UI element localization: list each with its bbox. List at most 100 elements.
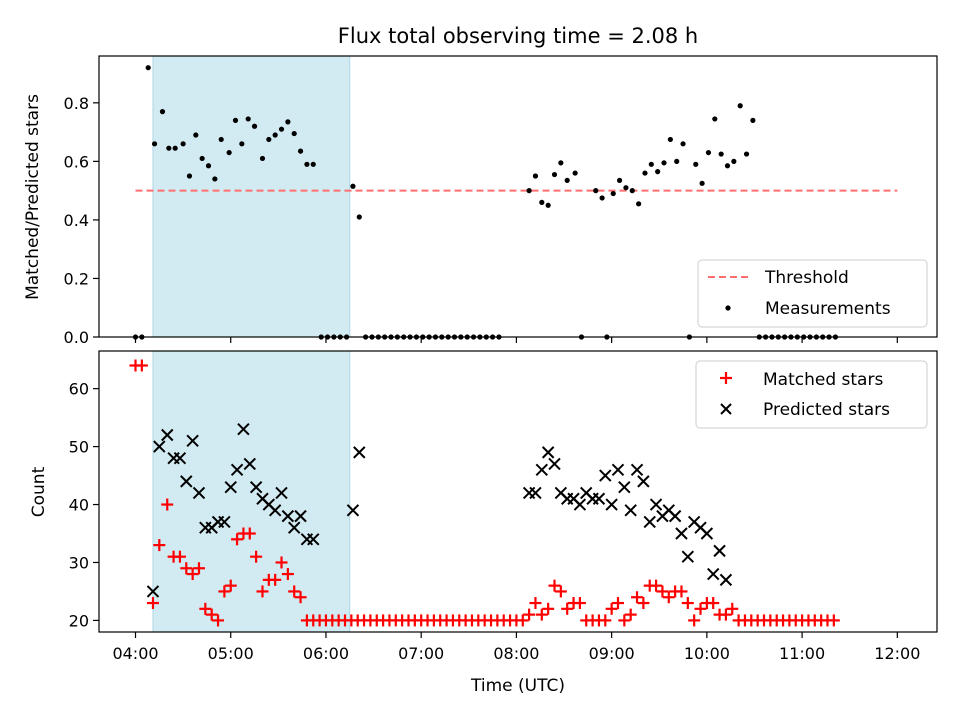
matched-star-marker (256, 585, 269, 598)
predicted-star-marker (153, 440, 166, 453)
measurement-point (610, 190, 616, 197)
predicted-star-marker (573, 498, 587, 511)
matched-star-marker (599, 614, 612, 627)
matched-star-marker (548, 579, 561, 592)
observing-window-shade (152, 55, 351, 338)
threshold-legend-label: Threshold (764, 268, 849, 288)
measurement-point (526, 188, 532, 194)
measurement-point (551, 171, 558, 178)
predicted-star-marker (180, 475, 193, 488)
predicted-star-marker (294, 509, 307, 523)
x-tick-label: 05:00 (208, 644, 254, 663)
matched-star-marker (637, 597, 650, 610)
measurement-point (724, 163, 731, 169)
x-tick-label: 07:00 (398, 644, 444, 663)
measurement-point (239, 141, 245, 147)
predicted-star-marker (146, 585, 160, 598)
measurement-point (205, 163, 212, 169)
matched-star-marker (624, 608, 637, 621)
measurement-point (623, 185, 629, 191)
matched-star-marker (529, 597, 542, 610)
measurement-point (172, 145, 178, 151)
matched-star-marker (618, 614, 631, 627)
matched-legend-label: Matched stars (763, 370, 883, 390)
predicted-star-marker (681, 550, 695, 563)
matched-star-marker (173, 550, 186, 563)
predicted-star-marker (624, 504, 637, 517)
predicted-star-marker (599, 469, 612, 482)
predicted-star-marker (611, 463, 625, 476)
matched-star-marker (250, 550, 263, 563)
matched-star-marker (535, 608, 548, 621)
count-axes-frame (98, 350, 938, 633)
x-tick-label: 10:00 (684, 644, 730, 663)
measurement-point (356, 214, 362, 220)
predicted-star-marker (630, 463, 644, 476)
count-legend: Matched stars Predicted stars (695, 360, 928, 429)
measurement-point (199, 155, 205, 162)
ratio-y-ticks: 0.0 0.2 0.4 0.6 0.8 (64, 94, 99, 347)
ratio-y-tick-label: 0.2 (64, 269, 89, 288)
x-axis-label: Time (UTC) (470, 676, 565, 696)
matched-star-marker (573, 597, 586, 610)
measurement-point (674, 158, 680, 164)
measurement-point (226, 149, 232, 156)
ratio-panel: Flux total observing time = 2.08 h 0.00.… (23, 24, 938, 347)
matched-star-marker (650, 579, 663, 592)
measurement-point (667, 136, 673, 143)
ratio-y-tick-label: 0.6 (64, 152, 89, 171)
measurement-point (232, 117, 239, 123)
matched-star-marker (186, 568, 199, 581)
predicted-legend-label: Predicted stars (763, 400, 890, 420)
matched-star-marker (681, 597, 694, 610)
measurement-point (145, 65, 151, 71)
ratio-y-tick-label: 0.0 (64, 328, 89, 347)
predicted-star-marker (230, 463, 244, 476)
matched-star-marker (199, 602, 212, 615)
measurement-point (539, 199, 545, 205)
matched-star-marker (516, 614, 529, 627)
measurement-point (743, 151, 750, 157)
predicted-star-marker (243, 457, 256, 471)
measurement-point (218, 136, 224, 143)
count-legend-box (695, 360, 928, 429)
measurement-point (266, 136, 272, 143)
predicted-star-marker (529, 486, 542, 500)
ratio-legend: Threshold Measurements (697, 259, 928, 328)
measurement-point (693, 161, 699, 167)
matched-star-marker (631, 591, 644, 604)
predicted-star-marker (224, 480, 237, 494)
matched-star-marker (827, 614, 840, 627)
count-y-tick-label: 20 (69, 611, 89, 630)
predicted-star-marker (186, 434, 199, 448)
predicted-star-marker (649, 498, 663, 511)
count-y-axis-label: Count (29, 466, 49, 517)
matched-star-marker (275, 556, 288, 569)
measurement-point (310, 161, 316, 167)
matched-star-marker (243, 527, 256, 540)
matched-star-marker (153, 539, 166, 552)
matched-star-marker (294, 591, 307, 604)
measurement-point (558, 160, 564, 166)
measurement-point (629, 188, 635, 194)
measurement-point (718, 151, 724, 157)
matched-star-marker (212, 614, 225, 627)
ratio-x-ticks (134, 337, 898, 343)
matched-star-marker (146, 597, 159, 610)
predicted-star-marker (353, 446, 366, 459)
count-y-tick-label: 40 (69, 496, 89, 515)
predicted-star-marker (541, 446, 555, 459)
ratio-legend-box (697, 259, 928, 328)
matched-star-marker (205, 608, 218, 621)
measurement-point (564, 177, 570, 184)
measurement-point (259, 155, 266, 162)
measurement-point (661, 160, 667, 166)
measurements-legend-label: Measurements (765, 299, 891, 319)
count-panel: 20 30 40 50 60 04:00 05:00 06:00 07:00 08:00 09:0… (29, 350, 938, 696)
predicted-star-marker (713, 544, 726, 558)
predicted-star-marker (535, 463, 549, 476)
predicted-star-marker (281, 509, 295, 523)
x-tick-label: 11:00 (779, 644, 825, 663)
